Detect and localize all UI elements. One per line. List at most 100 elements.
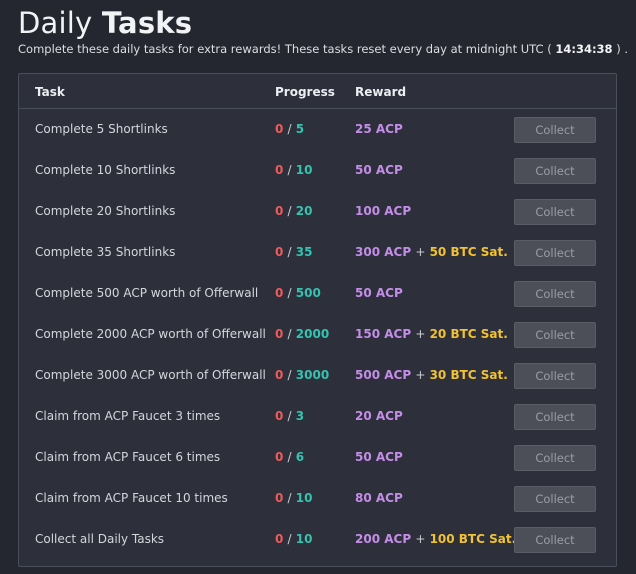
collect-button[interactable]: Collect — [514, 199, 596, 225]
reward-btc-group: + 20 BTC Sat. — [411, 327, 508, 341]
progress-separator: / — [287, 163, 292, 177]
collect-button[interactable]: Collect — [514, 117, 596, 143]
collect-button[interactable]: Collect — [514, 158, 596, 184]
task-reward: 50 ACP — [355, 162, 403, 178]
task-progress: 0 / 10 — [275, 490, 312, 506]
reward-plus: + — [415, 368, 426, 382]
table-row: Complete 35 Shortlinks 0 / 35 300 ACP + … — [19, 232, 616, 273]
table-row: Complete 5 Shortlinks 0 / 5 25 ACP Colle… — [19, 109, 616, 150]
reward-acp: 20 ACP — [355, 409, 403, 423]
progress-done: 0 — [275, 409, 284, 423]
task-progress: 0 / 10 — [275, 162, 312, 178]
task-reward: 50 ACP — [355, 285, 403, 301]
reward-acp: 300 ACP — [355, 245, 412, 259]
reward-plus: + — [415, 327, 426, 341]
task-progress: 0 / 20 — [275, 203, 312, 219]
progress-done: 0 — [275, 286, 284, 300]
reward-btc-group: + 30 BTC Sat. — [411, 368, 508, 382]
reward-acp: 50 ACP — [355, 163, 403, 177]
task-name: Complete 2000 ACP worth of Offerwall — [35, 327, 266, 341]
column-header-task: Task — [35, 85, 65, 99]
reward-acp: 50 ACP — [355, 286, 403, 300]
task-progress: 0 / 6 — [275, 449, 304, 465]
progress-goal: 500 — [295, 286, 321, 300]
progress-separator: / — [287, 491, 292, 505]
progress-done: 0 — [275, 450, 284, 464]
collect-button[interactable]: Collect — [514, 486, 596, 512]
progress-goal: 10 — [295, 491, 313, 505]
task-name: Complete 10 Shortlinks — [35, 163, 176, 177]
reward-acp: 50 ACP — [355, 450, 403, 464]
task-progress: 0 / 3 — [275, 408, 304, 424]
progress-done: 0 — [275, 245, 284, 259]
progress-separator: / — [287, 122, 292, 136]
column-header-reward: Reward — [355, 85, 407, 99]
progress-done: 0 — [275, 122, 284, 136]
progress-done: 0 — [275, 532, 284, 546]
reset-timer: 14:34:38 — [555, 42, 613, 56]
page-title: Daily Tasks — [18, 4, 192, 42]
page-subtitle: Complete these daily tasks for extra rew… — [18, 41, 628, 57]
task-name: Collect all Daily Tasks — [35, 532, 165, 546]
collect-button[interactable]: Collect — [514, 363, 596, 389]
table-header: Task Progress Reward — [19, 74, 616, 109]
task-reward: 100 ACP — [355, 203, 411, 219]
progress-goal: 35 — [295, 245, 313, 259]
collect-button[interactable]: Collect — [514, 281, 596, 307]
column-header-progress: Progress — [275, 85, 335, 99]
collect-button[interactable]: Collect — [514, 404, 596, 430]
task-name: Claim from ACP Faucet 10 times — [35, 491, 228, 505]
reward-btc: 50 BTC Sat. — [429, 245, 508, 259]
subtitle-end: ) . — [616, 42, 629, 56]
progress-separator: / — [287, 245, 292, 259]
collect-button[interactable]: Collect — [514, 240, 596, 266]
task-reward: 300 ACP + 50 BTC Sat. — [355, 244, 508, 260]
progress-goal: 10 — [295, 532, 313, 546]
progress-goal: 3 — [295, 409, 305, 423]
collect-button[interactable]: Collect — [514, 445, 596, 471]
progress-separator: / — [287, 409, 292, 423]
collect-button[interactable]: Collect — [514, 527, 596, 553]
progress-done: 0 — [275, 204, 284, 218]
reward-acp: 25 ACP — [355, 122, 403, 136]
task-progress: 0 / 35 — [275, 244, 312, 260]
reward-btc-group: + 50 BTC Sat. — [411, 245, 508, 259]
task-name: Complete 35 Shortlinks — [35, 245, 176, 259]
task-progress: 0 / 2000 — [275, 326, 329, 342]
task-name: Complete 500 ACP worth of Offerwall — [35, 286, 259, 300]
page-title-light: Daily — [18, 6, 93, 40]
reward-btc: 30 BTC Sat. — [429, 368, 508, 382]
task-progress: 0 / 5 — [275, 121, 304, 137]
reward-btc-group: + 100 BTC Sat. — [411, 532, 516, 546]
reward-acp: 150 ACP — [355, 327, 412, 341]
reward-btc: 20 BTC Sat. — [429, 327, 508, 341]
table-row: Complete 3000 ACP worth of Offerwall 0 /… — [19, 355, 616, 396]
page-title-bold: Tasks — [101, 6, 193, 40]
progress-goal: 2000 — [295, 327, 330, 341]
reward-plus: + — [415, 532, 426, 546]
task-reward: 50 ACP — [355, 449, 403, 465]
task-reward: 200 ACP + 100 BTC Sat. — [355, 531, 516, 547]
progress-goal: 6 — [295, 450, 305, 464]
table-row: Claim from ACP Faucet 3 times 0 / 3 20 A… — [19, 396, 616, 437]
progress-separator: / — [287, 204, 292, 218]
task-progress: 0 / 500 — [275, 285, 321, 301]
progress-done: 0 — [275, 163, 284, 177]
progress-goal: 20 — [295, 204, 313, 218]
progress-done: 0 — [275, 327, 284, 341]
table-row: Complete 20 Shortlinks 0 / 20 100 ACP Co… — [19, 191, 616, 232]
reward-acp: 500 ACP — [355, 368, 412, 382]
collect-button[interactable]: Collect — [514, 322, 596, 348]
progress-separator: / — [287, 286, 292, 300]
task-name: Complete 3000 ACP worth of Offerwall — [35, 368, 266, 382]
progress-goal: 3000 — [295, 368, 330, 382]
task-progress: 0 / 3000 — [275, 367, 329, 383]
reward-btc: 100 BTC Sat. — [429, 532, 517, 546]
table-body: Complete 5 Shortlinks 0 / 5 25 ACP Colle… — [19, 109, 616, 560]
progress-goal: 5 — [295, 122, 305, 136]
progress-done: 0 — [275, 368, 284, 382]
table-row: Complete 10 Shortlinks 0 / 10 50 ACP Col… — [19, 150, 616, 191]
task-reward: 150 ACP + 20 BTC Sat. — [355, 326, 508, 342]
subtitle-text: Complete these daily tasks for extra rew… — [18, 42, 552, 56]
